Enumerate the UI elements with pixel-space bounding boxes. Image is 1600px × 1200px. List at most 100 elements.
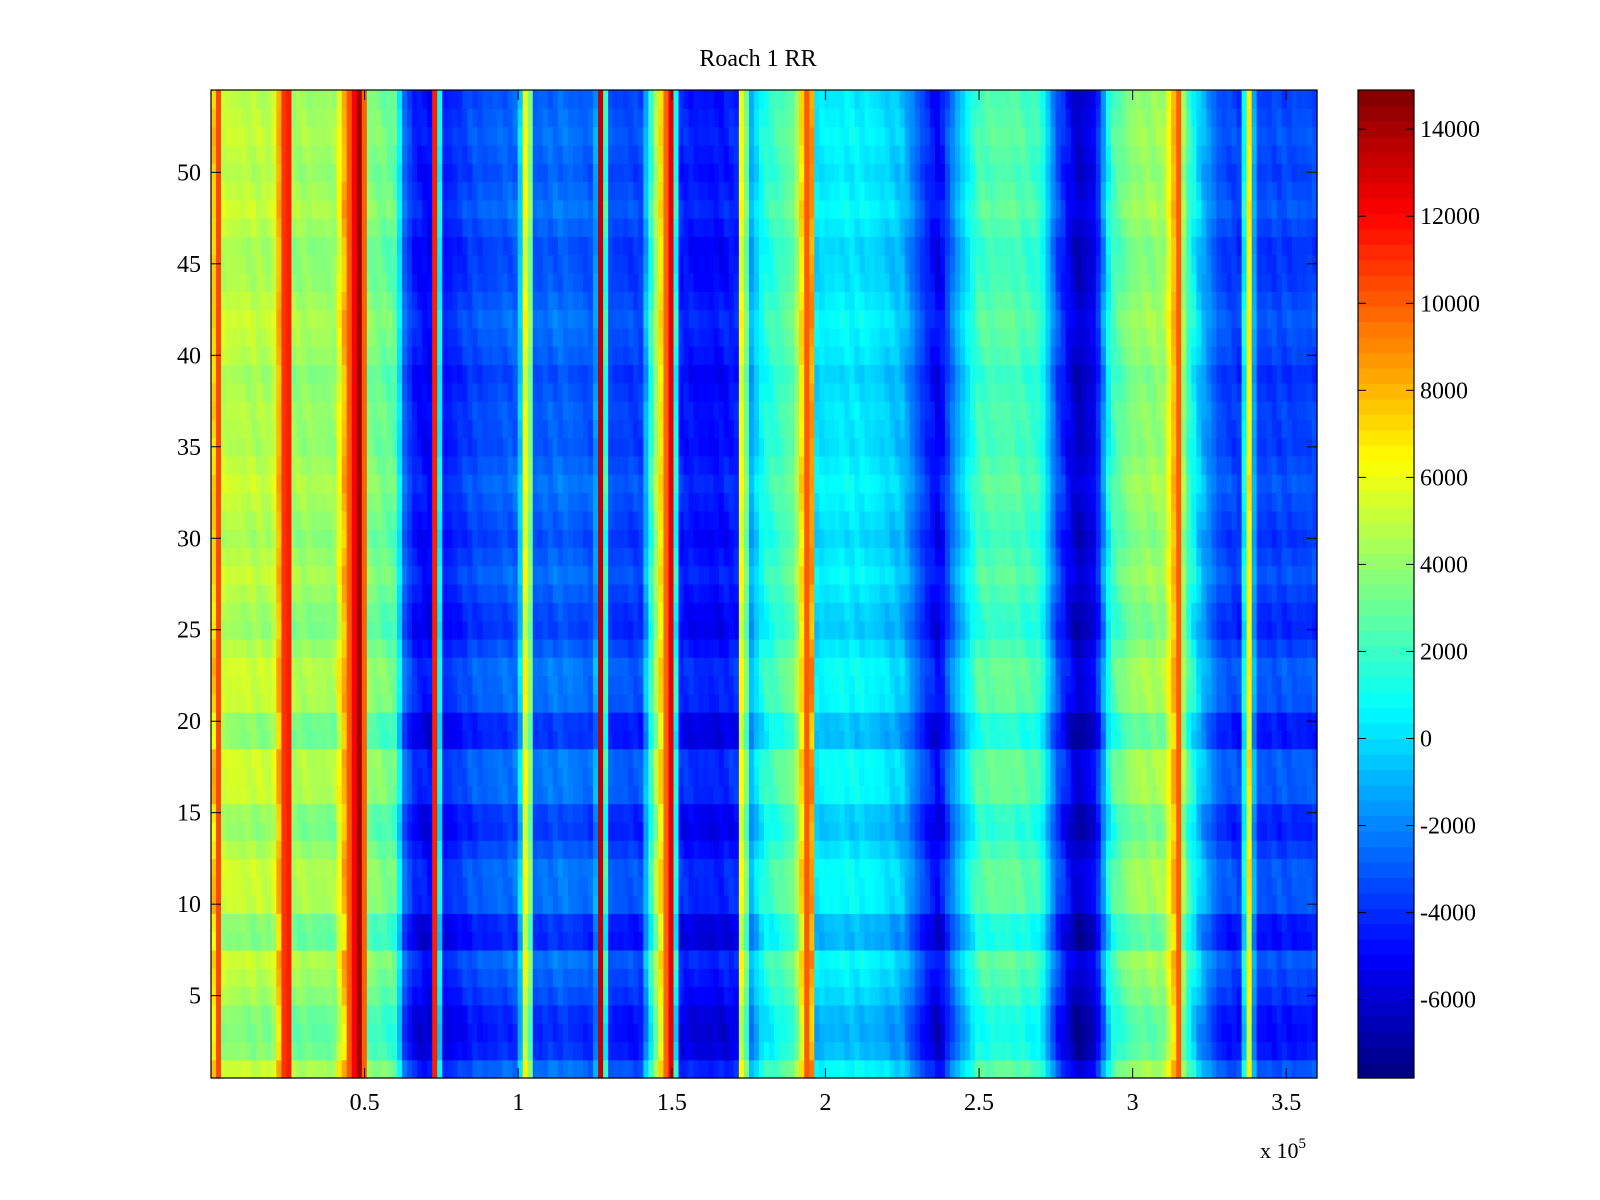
heatmap-cell <box>1151 693 1157 713</box>
heatmap-cell <box>1125 1023 1132 1043</box>
heatmap-cell <box>829 803 835 823</box>
heatmap-cell <box>356 858 363 878</box>
heatmap-cell <box>286 730 293 750</box>
heatmap-cell <box>1151 1023 1157 1043</box>
heatmap-cell <box>1005 876 1011 896</box>
heatmap-cell <box>216 931 222 951</box>
heatmap-cell <box>733 1059 740 1079</box>
heatmap-cell <box>628 657 634 677</box>
heatmap-cell <box>859 785 866 805</box>
heatmap-cell <box>653 968 660 988</box>
heatmap-cell <box>1196 803 1202 823</box>
heatmap-cell <box>985 876 991 896</box>
heatmap-cell <box>567 803 574 823</box>
heatmap-cell <box>422 858 428 878</box>
heatmap-cell <box>934 1059 941 1079</box>
heatmap-cell <box>748 968 755 988</box>
heatmap-cell <box>829 821 835 841</box>
heatmap-cell <box>256 968 262 988</box>
heatmap-cell <box>965 748 971 768</box>
heatmap-cell <box>613 876 619 896</box>
heatmap-cell <box>784 1041 790 1061</box>
heatmap-cell <box>678 1004 685 1024</box>
heatmap-cell <box>789 1041 795 1061</box>
heatmap-cell <box>884 1004 891 1024</box>
heatmap-cell <box>723 1041 730 1061</box>
heatmap-cell <box>678 931 685 951</box>
heatmap-cell <box>1136 748 1142 768</box>
heatmap-cell <box>985 931 991 951</box>
heatmap-cell <box>864 895 871 914</box>
heatmap-cell <box>251 840 257 860</box>
heatmap-cell <box>728 949 735 969</box>
heatmap-cell <box>678 986 685 1006</box>
heatmap-cell <box>1015 895 1021 914</box>
heatmap-cell <box>960 949 966 969</box>
heatmap-cell <box>824 712 830 731</box>
heatmap-cell <box>391 1004 398 1024</box>
heatmap-cell <box>970 1023 976 1043</box>
heatmap-cell <box>407 876 413 896</box>
heatmap-cell <box>1281 895 1288 914</box>
heatmap-cell <box>306 913 313 933</box>
heatmap-cell <box>422 1023 428 1043</box>
heatmap-cell <box>864 821 871 841</box>
heatmap-cell <box>251 821 257 841</box>
heatmap-cell <box>698 968 705 988</box>
heatmap-cell <box>764 712 770 731</box>
heatmap-cell <box>492 895 499 914</box>
heatmap-cell <box>376 657 383 677</box>
heatmap-cell <box>552 821 559 841</box>
heatmap-cell <box>884 821 891 841</box>
heatmap-cell <box>718 1004 725 1024</box>
heatmap-cell <box>1055 1004 1062 1024</box>
heatmap-cell <box>432 766 438 786</box>
heatmap-cell <box>1065 1004 1072 1024</box>
heatmap-cell <box>537 1059 544 1079</box>
heatmap-cell <box>371 913 378 933</box>
heatmap-cell <box>457 949 463 969</box>
heatmap-cell <box>407 821 413 841</box>
heatmap-cell <box>482 785 489 805</box>
heatmap-cell <box>417 785 423 805</box>
heatmap-cell <box>537 858 544 878</box>
heatmap-cell <box>849 986 856 1006</box>
heatmap-cell <box>256 657 262 677</box>
heatmap-cell <box>1130 766 1137 786</box>
heatmap-cell <box>356 821 363 841</box>
heatmap-cell <box>1171 913 1177 933</box>
heatmap-cell <box>336 785 343 805</box>
heatmap-cell <box>1301 913 1308 933</box>
heatmap-cell <box>1191 913 1197 933</box>
heatmap-cell <box>341 748 348 768</box>
heatmap-cell <box>567 1059 574 1079</box>
heatmap-cell <box>658 675 665 695</box>
heatmap-cell <box>452 730 458 750</box>
heatmap-cell <box>572 1023 579 1043</box>
heatmap-cell <box>1080 712 1087 731</box>
heatmap-cell <box>1141 748 1147 768</box>
heatmap-cell <box>226 821 232 841</box>
heatmap-cell <box>1281 931 1288 951</box>
heatmap-cell <box>1281 712 1288 731</box>
heatmap-cell <box>1201 858 1207 878</box>
heatmap-cell <box>1110 675 1117 695</box>
heatmap-cell <box>1020 913 1027 933</box>
heatmap-cell <box>1176 840 1182 860</box>
heatmap-cell <box>241 657 247 677</box>
heatmap-cell <box>844 913 851 933</box>
heatmap-cell <box>542 858 549 878</box>
heatmap-cell <box>412 803 418 823</box>
heatmap-cell <box>552 968 559 988</box>
heatmap-cell <box>869 712 876 731</box>
heatmap-cell <box>879 895 886 914</box>
heatmap-cell <box>1251 1023 1258 1043</box>
heatmap-cell <box>814 931 820 951</box>
heatmap-cell <box>944 895 951 914</box>
heatmap-cell <box>236 931 242 951</box>
heatmap-cell <box>965 1041 971 1061</box>
heatmap-cell <box>447 1059 453 1079</box>
heatmap-cell <box>1065 1023 1072 1043</box>
heatmap-cell <box>1136 1004 1142 1024</box>
heatmap-cell <box>1130 1041 1137 1061</box>
